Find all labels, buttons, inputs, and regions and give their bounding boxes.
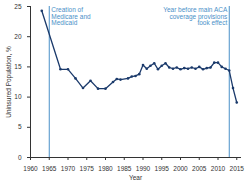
svg-text:1990: 1990 <box>136 165 151 172</box>
svg-text:0: 0 <box>18 154 22 161</box>
svg-text:2015: 2015 <box>230 165 245 172</box>
svg-text:Creation ofMedicare andMedicai: Creation ofMedicare andMedicaid <box>51 6 91 26</box>
svg-text:25: 25 <box>14 3 22 10</box>
svg-text:2005: 2005 <box>192 165 207 172</box>
svg-text:1985: 1985 <box>117 165 132 172</box>
svg-text:1975: 1975 <box>80 165 95 172</box>
svg-text:5: 5 <box>18 123 22 130</box>
svg-text:15: 15 <box>14 63 22 70</box>
svg-text:20: 20 <box>14 33 22 40</box>
svg-text:2000: 2000 <box>173 165 188 172</box>
svg-text:Year before main ACAcoverage p: Year before main ACAcoverage provisionst… <box>163 6 228 26</box>
svg-text:1965: 1965 <box>42 165 57 172</box>
svg-text:Uninsured Population, %: Uninsured Population, % <box>5 46 13 118</box>
svg-text:1995: 1995 <box>155 165 170 172</box>
svg-text:Year: Year <box>129 174 143 181</box>
svg-text:1970: 1970 <box>61 165 76 172</box>
svg-text:1980: 1980 <box>98 165 113 172</box>
svg-text:1960: 1960 <box>23 165 38 172</box>
svg-text:10: 10 <box>14 93 22 100</box>
svg-text:2010: 2010 <box>211 165 226 172</box>
